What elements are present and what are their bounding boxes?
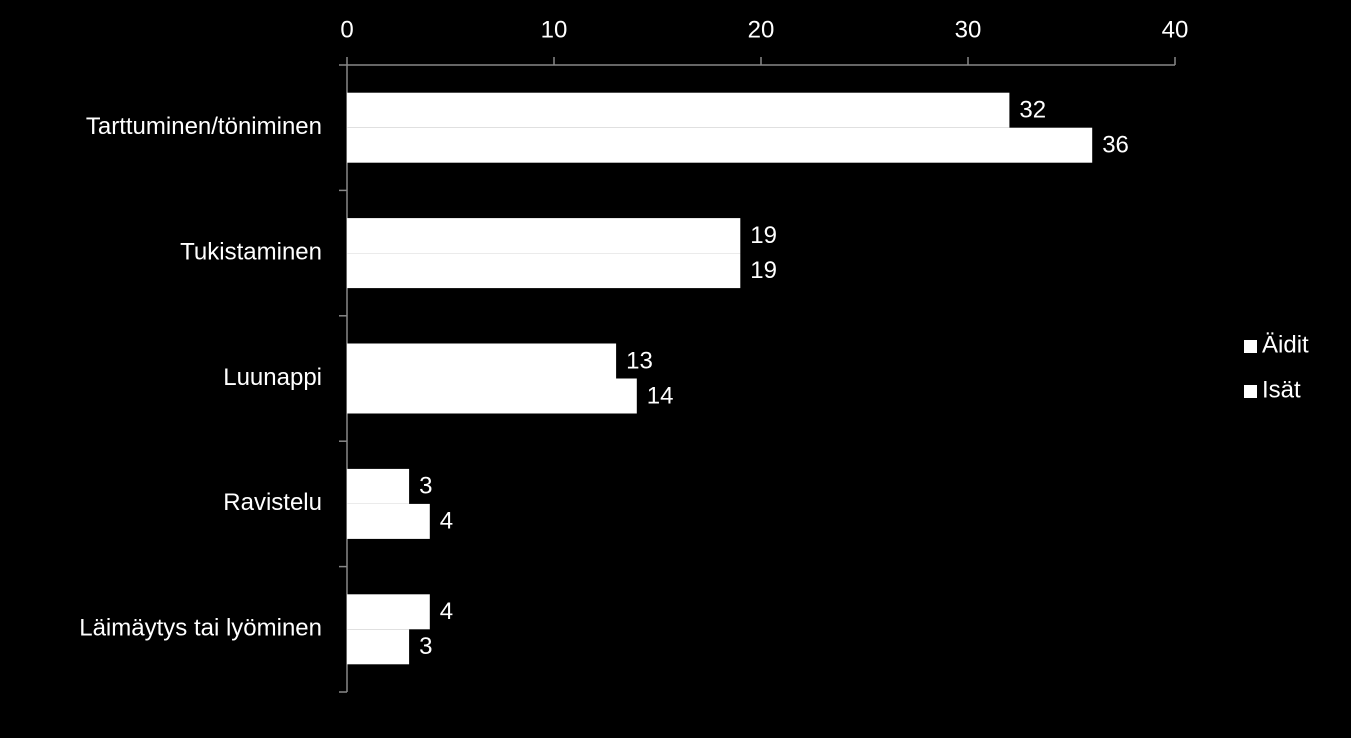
x-tick-label: 40 [1162, 16, 1189, 43]
bar [347, 629, 410, 665]
bar [347, 92, 1010, 128]
y-tick-label: Tarttuminen/töniminen [86, 113, 322, 140]
value-label: 14 [647, 382, 674, 409]
bar [347, 253, 741, 289]
value-label: 4 [440, 598, 453, 625]
value-label: 4 [440, 508, 453, 535]
y-tick-label: Tukistaminen [180, 238, 322, 265]
value-label: 3 [419, 633, 432, 660]
value-label: 19 [750, 222, 777, 249]
value-label: 36 [1102, 132, 1129, 159]
value-label: 32 [1019, 97, 1046, 124]
bar [347, 343, 617, 379]
y-tick-label: Luunappi [223, 364, 322, 391]
x-tick-label: 20 [748, 16, 775, 43]
bar [347, 127, 1093, 163]
x-tick-label: 0 [340, 16, 353, 43]
legend-swatch [1244, 385, 1257, 398]
bar [347, 378, 637, 414]
bar [347, 218, 741, 254]
bar [347, 468, 410, 504]
value-label: 13 [626, 347, 653, 374]
y-tick-label: Ravistelu [223, 489, 322, 516]
x-tick-label: 10 [541, 16, 568, 43]
legend-swatch [1244, 340, 1257, 353]
bar [347, 594, 430, 630]
legend-label: Äidit [1262, 331, 1309, 358]
legend-label: Isät [1262, 376, 1301, 403]
y-tick-label: Läimäytys tai lyöminen [79, 615, 322, 642]
bar [347, 503, 430, 539]
x-tick-label: 30 [955, 16, 982, 43]
value-label: 3 [419, 473, 432, 500]
value-label: 19 [750, 257, 777, 284]
